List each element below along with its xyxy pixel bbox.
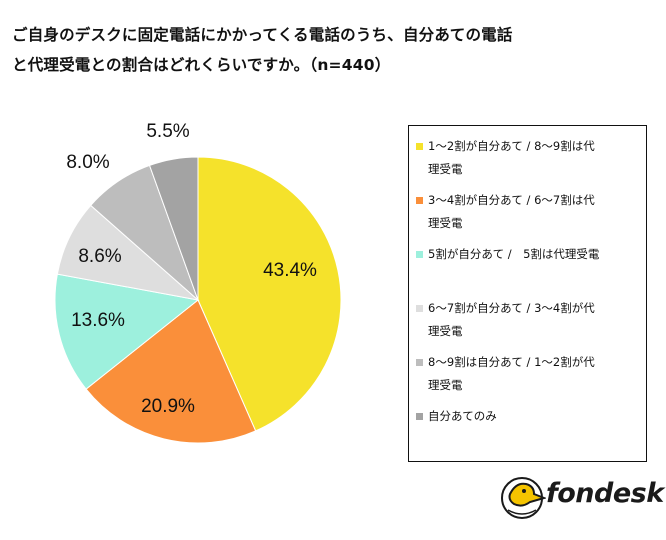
legend-label-line-1: 5割が自分あて / 5割は代理受電 <box>428 247 600 261</box>
pie-slice-label: 8.0% <box>66 152 109 173</box>
pie-slice <box>197 156 342 432</box>
chart-legend: 1～2割が自分あて / 8～9割は代 理受電 3～4割が自分あて / 6～7割は… <box>408 125 647 462</box>
fondesk-logo: fondesk <box>500 472 664 522</box>
chart-title-line-2: と代理受電との割合はどれくらいですか。（n=440） <box>12 56 391 74</box>
legend-label-line-1: 自分あてのみ <box>428 409 497 423</box>
pie-slice-label: 13.6% <box>71 310 125 331</box>
pie-slice-label: 43.4% <box>263 260 317 281</box>
chart-title: ご自身のデスクに固定電話にかかってくる電話のうち、自分あての電話 と代理受電との… <box>12 20 652 80</box>
legend-swatch <box>416 359 423 366</box>
pelican-logo-icon <box>501 477 546 519</box>
pie-slice <box>85 299 257 444</box>
pie-slice <box>148 156 199 301</box>
pie-slices <box>54 156 342 444</box>
legend-swatch <box>416 197 423 204</box>
chart-title-line-1: ご自身のデスクに固定電話にかかってくる電話のうち、自分あての電話 <box>12 26 513 44</box>
legend-label-line-2: 理受電 <box>428 162 463 176</box>
legend-label-line-1: 6～7割が自分あて / 3～4割が代 <box>428 301 595 315</box>
pie-slice-labels: 43.4% 20.9% 13.6% 8.6% 8.0% 5.5% <box>66 121 317 417</box>
legend-swatch <box>416 251 423 258</box>
pie-slice <box>54 273 200 390</box>
pie-slice-label: 5.5% <box>146 121 189 142</box>
legend-label-line-1: 3～4割が自分あて / 6～7割は代 <box>428 193 595 207</box>
legend-label-line-2: 理受電 <box>428 216 463 230</box>
legend-swatch <box>416 413 423 420</box>
brand-name: fondesk <box>546 478 664 509</box>
pie-slice-label: 20.9% <box>141 396 195 417</box>
legend-label-line-1: 1～2割が自分あて / 8～9割は代 <box>428 139 595 153</box>
legend-label-line-1: 8～9割は自分あて / 1～2割が代 <box>428 355 595 369</box>
legend-label-line-2: 理受電 <box>428 378 463 392</box>
legend-swatch <box>416 305 423 312</box>
legend-label-line-2: 理受電 <box>428 324 463 338</box>
legend-swatch <box>416 143 423 150</box>
pie-slice-label: 8.6% <box>78 246 121 267</box>
